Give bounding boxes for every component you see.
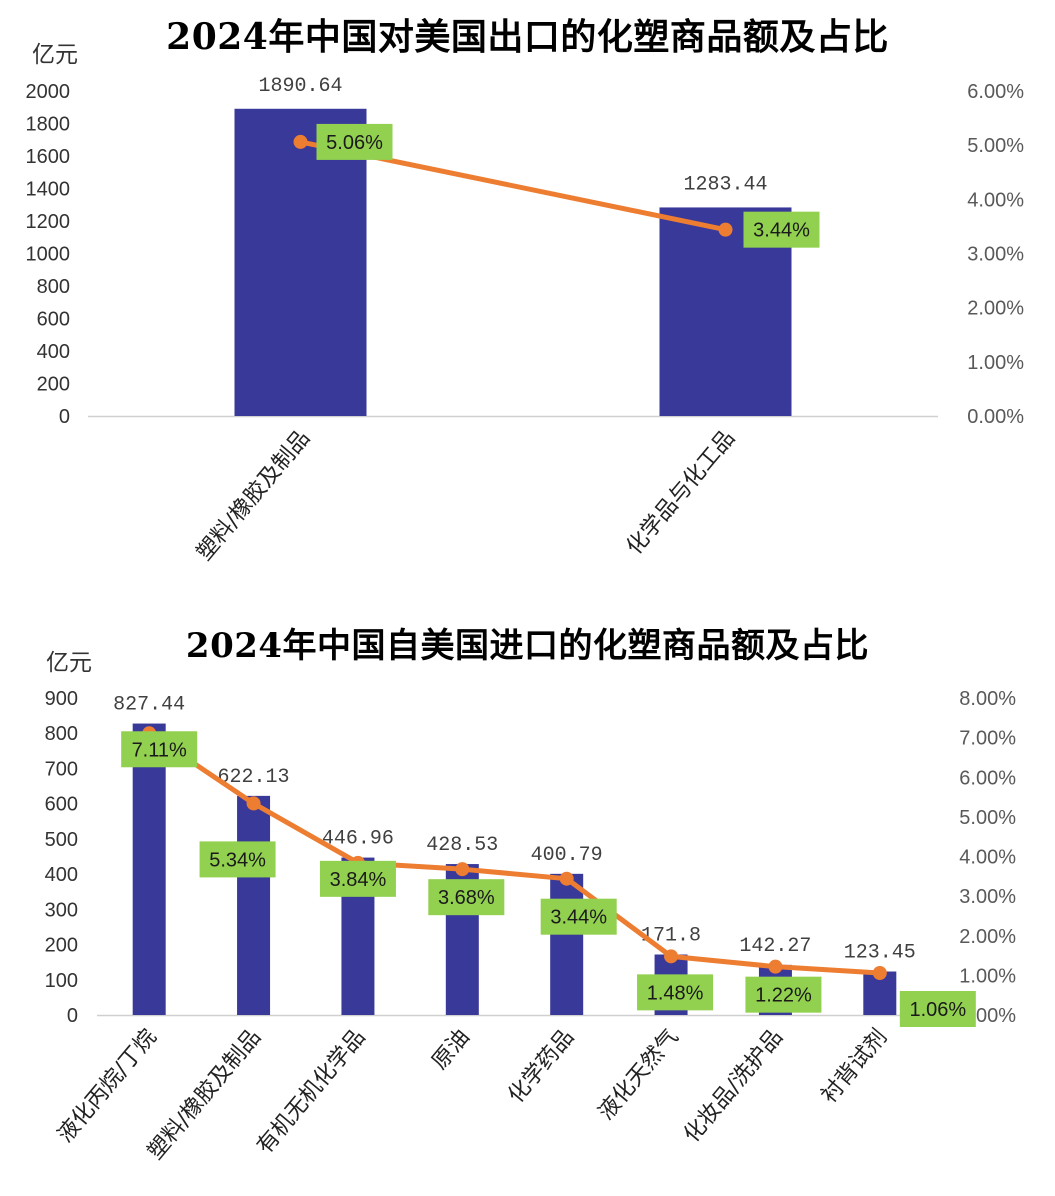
y2-tick-label: 1.00% [959, 965, 1016, 987]
y2-tick-label: 3.00% [967, 244, 1024, 266]
line-point [768, 959, 783, 974]
line-series [147, 731, 880, 976]
y-tick-label: 500 [45, 829, 78, 851]
bar-value-label: 400.79 [531, 844, 603, 867]
percent-label: 3.68% [438, 887, 495, 909]
category-label: 有机无机化学品 [252, 1025, 370, 1159]
chart-title: 2024年中国对美国出口的化塑商品额及占比 [166, 16, 889, 58]
y-tick-label: 700 [45, 758, 78, 780]
y-tick-label: 1600 [26, 146, 71, 168]
y-tick-label: 1800 [26, 114, 71, 136]
import-chart-svg: 亿元01002003004005006007008009000.00%1.00%… [45, 650, 1017, 1165]
y2-tick-label: 2.00% [967, 298, 1024, 320]
percent-label-bg [199, 841, 276, 878]
percent-label: 1.06% [909, 999, 966, 1021]
bar-value-label: 446.96 [322, 828, 394, 851]
percent-label-bg [899, 990, 976, 1027]
percent-label-bg [540, 898, 617, 935]
y-tick-label: 200 [37, 374, 70, 396]
category-label: 原油 [427, 1025, 474, 1075]
export-chart-panel: 2024年中国对美国出口的化塑商品额及占比 亿元 0 200 400 600 800 100… [26, 16, 1025, 566]
y-tick-label: 300 [45, 899, 78, 921]
y2-tick-label: 8.00% [959, 688, 1016, 710]
bar-value-label: 123.45 [844, 942, 916, 965]
category-label: 化妆品/洗护品 [679, 1025, 788, 1148]
percent-label-bg [319, 860, 396, 897]
y2-tick-label: 0.00% [967, 406, 1024, 428]
percent-label-bg [428, 879, 505, 916]
line-point [664, 949, 679, 964]
y2-tick-label: 4.00% [959, 847, 1016, 869]
y-tick-label: 400 [37, 341, 70, 363]
percent-label-bg [745, 976, 822, 1013]
y-tick-label: 1000 [26, 244, 71, 266]
category-label: 塑料/橡胶及制品 [143, 1025, 266, 1165]
line-point [872, 965, 887, 980]
category-label: 液化天然气 [594, 1025, 684, 1125]
y-tick-label: 2000 [26, 81, 71, 103]
line-point [559, 871, 574, 886]
import-chart-panel: 2024年中国自美国进口的化塑商品额及占比 亿元 0 100 200 300 400 500… [0, 600, 1055, 1196]
bar-value-label: 827.44 [113, 694, 185, 717]
percent-label: 1.22% [755, 985, 812, 1007]
y-axis-unit: 亿元 [32, 42, 78, 68]
chart-title: 2024年中国自美国进口的化塑商品额及占比 [185, 626, 870, 666]
y-tick-label: 800 [45, 723, 78, 745]
export-chart-svg: 亿元 0 200 400 600 800 1000 1200 1400 1600 1800 2000 0… [26, 42, 1025, 566]
percent-label: 3.44% [753, 220, 810, 242]
category-label: 化学药品 [504, 1025, 580, 1108]
category-label: 化学品与化工品 [622, 426, 740, 560]
bar-value-label: 428.53 [426, 834, 498, 857]
y-tick-label: 1400 [26, 179, 71, 201]
bar [234, 108, 367, 416]
percent-label: 7.11% [132, 739, 187, 761]
percent-label: 1.48% [647, 982, 704, 1004]
y-tick-label: 400 [45, 864, 78, 886]
category-label: 液化丙烷/丁烷 [53, 1025, 162, 1148]
percent-label-bg [316, 123, 393, 160]
y-tick-label: 1200 [26, 211, 71, 233]
percent-label: 5.34% [209, 849, 266, 871]
y-tick-label: 200 [45, 935, 78, 957]
percent-label-bg [637, 974, 714, 1011]
percent-label: 3.84% [330, 869, 387, 891]
y2-tick-label: 6.00% [967, 81, 1024, 103]
bar-value-label: 1890.64 [258, 75, 342, 98]
y2-tick-label: 5.00% [967, 135, 1024, 157]
y-tick-label: 0 [59, 406, 70, 428]
line-point [718, 222, 733, 237]
line-point [455, 862, 470, 877]
percent-label-bg [743, 211, 820, 248]
bar-value-label: 142.27 [739, 935, 811, 958]
y-tick-label: 800 [37, 276, 70, 298]
y-tick-label: 100 [45, 970, 78, 992]
percent-label-bg [121, 731, 198, 768]
bar-value-label: 1283.44 [683, 173, 767, 196]
y2-tick-label: 3.00% [959, 886, 1016, 908]
y-tick-label: 0 [67, 1005, 78, 1027]
bar [132, 723, 166, 1015]
percent-label: 5.06% [326, 132, 383, 154]
y-tick-label: 600 [45, 794, 78, 816]
category-label: 衬背试剂 [817, 1025, 893, 1108]
y-tick-label: 600 [37, 309, 70, 331]
y-tick-label: 900 [45, 688, 78, 710]
y2-tick-label: 2.00% [959, 926, 1016, 948]
y2-tick-label: 6.00% [959, 767, 1016, 789]
y2-tick-label: 7.00% [959, 728, 1016, 750]
y2-tick-label: 5.00% [959, 807, 1016, 829]
percent-label: 3.44% [550, 907, 607, 929]
bar-value-label: 171.8 [641, 924, 701, 947]
bar [550, 873, 584, 1015]
line-point [246, 796, 261, 811]
y-axis-unit: 亿元 [46, 650, 92, 676]
category-label: 塑料/橡胶及制品 [192, 426, 315, 566]
line-point [293, 134, 308, 149]
bar-value-label: 622.13 [218, 766, 290, 789]
y2-tick-label: 4.00% [967, 189, 1024, 211]
y2-tick-label: 1.00% [967, 352, 1024, 374]
bar [237, 795, 271, 1015]
